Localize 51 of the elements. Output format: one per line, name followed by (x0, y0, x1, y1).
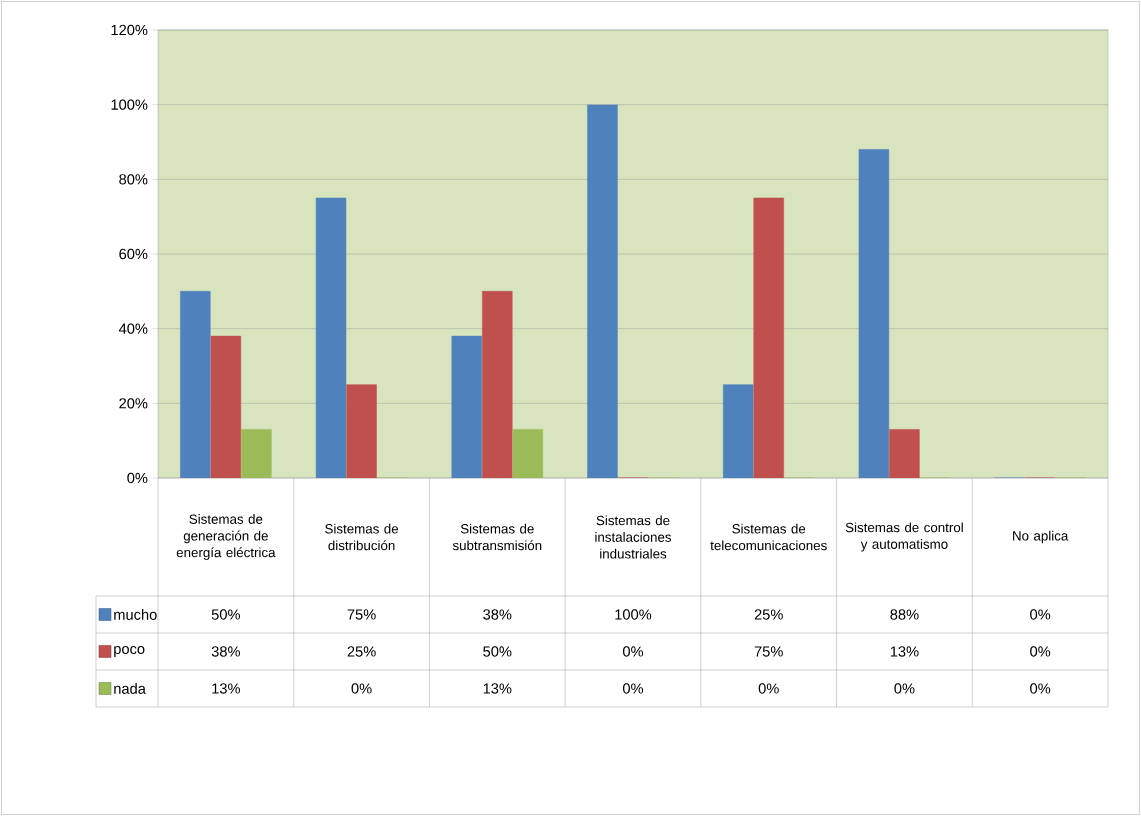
data-label: 0% (351, 683, 372, 694)
y-tick-label: 80% (119, 174, 148, 185)
y-tick-label: 60% (119, 248, 148, 260)
legend-label: nada (114, 683, 146, 694)
x-tick-label: Sistemas de distribución (325, 523, 399, 551)
bar (512, 429, 544, 478)
data-label: 0% (622, 646, 644, 657)
x-tick-label: Sistemas de instalaciones industriales (595, 515, 672, 559)
data-label: 0% (622, 683, 644, 694)
bar (482, 291, 513, 478)
data-label: 50% (211, 609, 240, 620)
bar (587, 104, 618, 478)
data-label: 0% (1030, 609, 1051, 620)
bar (722, 384, 754, 478)
data-label: 88% (890, 609, 919, 620)
data-label: 25% (754, 609, 783, 620)
bar (889, 429, 920, 478)
data-label: 13% (890, 646, 919, 657)
data-label: 100% (615, 609, 652, 620)
data-label: 75% (347, 609, 376, 620)
bar (753, 197, 784, 478)
y-tick-label: 120% (111, 24, 148, 36)
bar (241, 429, 272, 478)
data-label: 0% (1030, 683, 1051, 694)
data-label: 38% (483, 609, 512, 620)
legend-label: mucho (114, 609, 157, 620)
data-label: 0% (894, 683, 915, 694)
data-label: 38% (211, 646, 240, 657)
x-tick-label: No aplica (1013, 530, 1069, 544)
legend-label: poco (114, 646, 145, 657)
x-tick-label: Sistemas de subtransmisión (452, 523, 542, 551)
y-tick-label: 100% (111, 99, 148, 110)
x-tick-label: Sistemas de telecomunicaciones (710, 523, 827, 551)
x-tick-label: Sistemas de control y automatismo (845, 522, 963, 552)
x-tick-label: Sistemas de generación de energía eléctrica (176, 514, 276, 560)
bar (180, 291, 211, 478)
data-label: 13% (483, 683, 512, 694)
y-tick-label: 20% (119, 398, 148, 409)
bar (346, 384, 377, 478)
data-label: 13% (212, 683, 240, 694)
bar (858, 149, 890, 478)
bar (451, 335, 482, 478)
y-tick-label: 40% (118, 323, 148, 334)
data-label: 25% (347, 646, 376, 657)
data-label: 0% (1030, 646, 1051, 657)
data-label: 0% (758, 683, 779, 694)
data-label: 75% (754, 646, 783, 657)
y-tick-label: 0% (127, 472, 148, 484)
bar (315, 197, 347, 478)
bar (210, 335, 242, 478)
data-label: 50% (483, 646, 512, 657)
